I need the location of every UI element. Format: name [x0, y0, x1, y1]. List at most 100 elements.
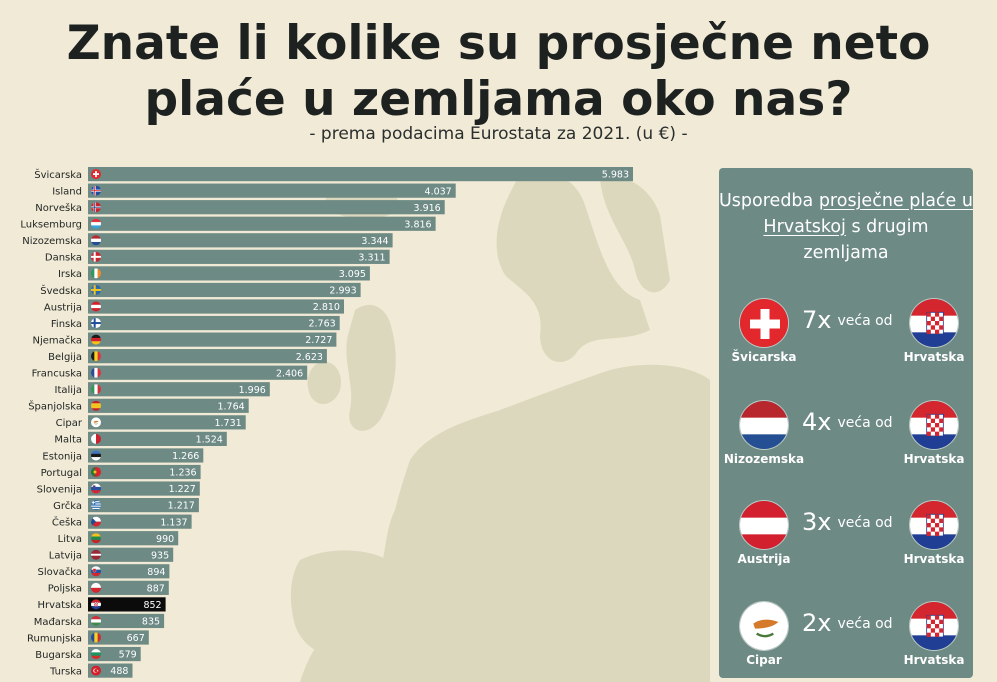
- bar: [88, 498, 199, 513]
- bar: [88, 315, 340, 331]
- bar-row: Švicarska 5.983: [34, 167, 633, 182]
- bar-row: Mađarska 835: [34, 613, 165, 629]
- bar: [88, 531, 179, 546]
- comparison-text: veća od: [837, 515, 893, 531]
- category-label: Švicarska: [34, 168, 82, 181]
- bar: [88, 564, 170, 579]
- es-flag-icon: [91, 400, 101, 411]
- hr-flag-icon: [909, 298, 959, 348]
- bar-row: Francuska 2.406: [32, 365, 308, 380]
- value-label: 1.764: [217, 401, 244, 412]
- bar-row: Slovenija 1.227: [37, 481, 200, 496]
- hr-flag-icon: [909, 400, 959, 450]
- category-label: Litva: [58, 534, 82, 545]
- bar-row: Španjolska 1.764: [28, 398, 249, 413]
- title-line-2: plaće u zemljama oko nas?: [144, 72, 853, 127]
- bar-row: Grčka 1.217: [53, 498, 199, 513]
- panel-title-post: s drugim zemljama: [803, 217, 929, 263]
- category-label: Danska: [45, 253, 82, 264]
- bar: [88, 349, 327, 364]
- bar: [88, 514, 192, 529]
- category-label: Austrija: [44, 302, 82, 313]
- category-label: Poljska: [48, 584, 82, 595]
- bar-row: Malta 1.524: [54, 431, 227, 446]
- be-flag-icon: [91, 351, 101, 362]
- right-country-label: Hrvatska: [903, 350, 965, 364]
- bar: [88, 580, 169, 595]
- category-label: Rumunjska: [27, 633, 82, 644]
- bar-row: Poljska 887: [48, 580, 169, 595]
- bg-flag-icon: [91, 649, 101, 660]
- category-label: Švedska: [40, 284, 82, 297]
- value-label: 1.236: [169, 468, 196, 479]
- bar: [88, 233, 393, 248]
- value-label: 1.217: [168, 501, 195, 512]
- value-label: 3.344: [361, 236, 388, 247]
- value-label: 1.137: [160, 517, 187, 528]
- value-label: 579: [119, 650, 137, 661]
- value-label: 1.524: [196, 435, 223, 446]
- value-label: 1.227: [169, 484, 196, 495]
- sk-flag-icon: [91, 566, 101, 577]
- no-flag-icon: [91, 202, 101, 213]
- bar-row: Danska 3.311: [45, 249, 390, 264]
- comparison-row: 2x veća od Cipar Hrvatska: [719, 601, 973, 681]
- bar: [88, 282, 361, 298]
- bar: [88, 200, 445, 215]
- bar: [88, 547, 174, 562]
- value-label: 990: [156, 534, 174, 545]
- comparison-row: 4x veća od Nizozemska Hrvatska: [719, 400, 973, 480]
- salary-bar-chart: Švicarska 5.983 Island 4.037 Norveška 3.916 Lu…: [20, 167, 633, 678]
- comparison-text: veća od: [837, 415, 893, 431]
- hr-flag-icon: [91, 599, 101, 610]
- de-flag-icon: [91, 334, 101, 345]
- bar-row: Bugarska 579: [35, 646, 141, 662]
- category-label: Finska: [51, 319, 82, 330]
- bar-row: Češka 1.137: [52, 514, 192, 529]
- ie-flag-icon: [91, 268, 101, 279]
- mt-flag-icon: [91, 433, 101, 444]
- multiplier-text: 7x veća od: [802, 306, 893, 334]
- value-label: 3.095: [339, 269, 366, 280]
- category-label: Turska: [49, 666, 82, 677]
- bar: [88, 630, 149, 645]
- bar: [88, 266, 370, 281]
- bar-row: Cipar 1.731: [56, 415, 246, 430]
- right-country-label: Hrvatska: [903, 653, 965, 667]
- value-label: 887: [147, 583, 165, 594]
- category-label: Slovenija: [37, 484, 82, 495]
- category-label: Grčka: [53, 500, 82, 512]
- comparison-panel: Usporedba prosječne plaće u Hrvatskoj s …: [719, 168, 973, 678]
- category-label: Francuska: [32, 369, 82, 380]
- page-subtitle: - prema podacima Eurostata za 2021. (u €…: [309, 124, 688, 144]
- value-label: 5.983: [602, 170, 629, 181]
- category-label: Njemačka: [32, 334, 82, 346]
- bar-row: Irska 3.095: [58, 266, 370, 281]
- value-label: 2.810: [313, 302, 340, 313]
- value-label: 2.727: [305, 335, 332, 346]
- category-label: Irska: [58, 269, 82, 280]
- title-line-1: Znate li kolike su prosječne neto: [66, 16, 931, 71]
- value-label: 488: [110, 666, 128, 677]
- category-label: Estonija: [42, 451, 82, 462]
- pl-flag-icon: [91, 582, 101, 593]
- category-label: Češka: [52, 515, 82, 528]
- bar: [88, 167, 633, 182]
- bar-row: Litva 990: [58, 531, 179, 546]
- right-country-label: Hrvatska: [903, 452, 965, 466]
- nl-flag-icon: [739, 400, 789, 450]
- bar-row: Švedska 2.993: [40, 282, 361, 298]
- category-label: Španjolska: [28, 400, 82, 413]
- bar: [88, 481, 200, 496]
- value-label: 1.996: [239, 385, 266, 396]
- bar-row: Portugal 1.236: [41, 464, 201, 480]
- at-flag-icon: [739, 500, 789, 550]
- bar: [88, 249, 390, 264]
- category-label: Portugal: [41, 468, 82, 479]
- value-label: 2.763: [308, 319, 335, 330]
- value-label: 3.311: [358, 252, 385, 263]
- bar-row: Njemačka 2.727: [32, 332, 337, 347]
- bar-row: Austrija 2.810: [44, 299, 344, 314]
- is-flag-icon: [91, 185, 101, 196]
- lt-flag-icon: [91, 533, 101, 544]
